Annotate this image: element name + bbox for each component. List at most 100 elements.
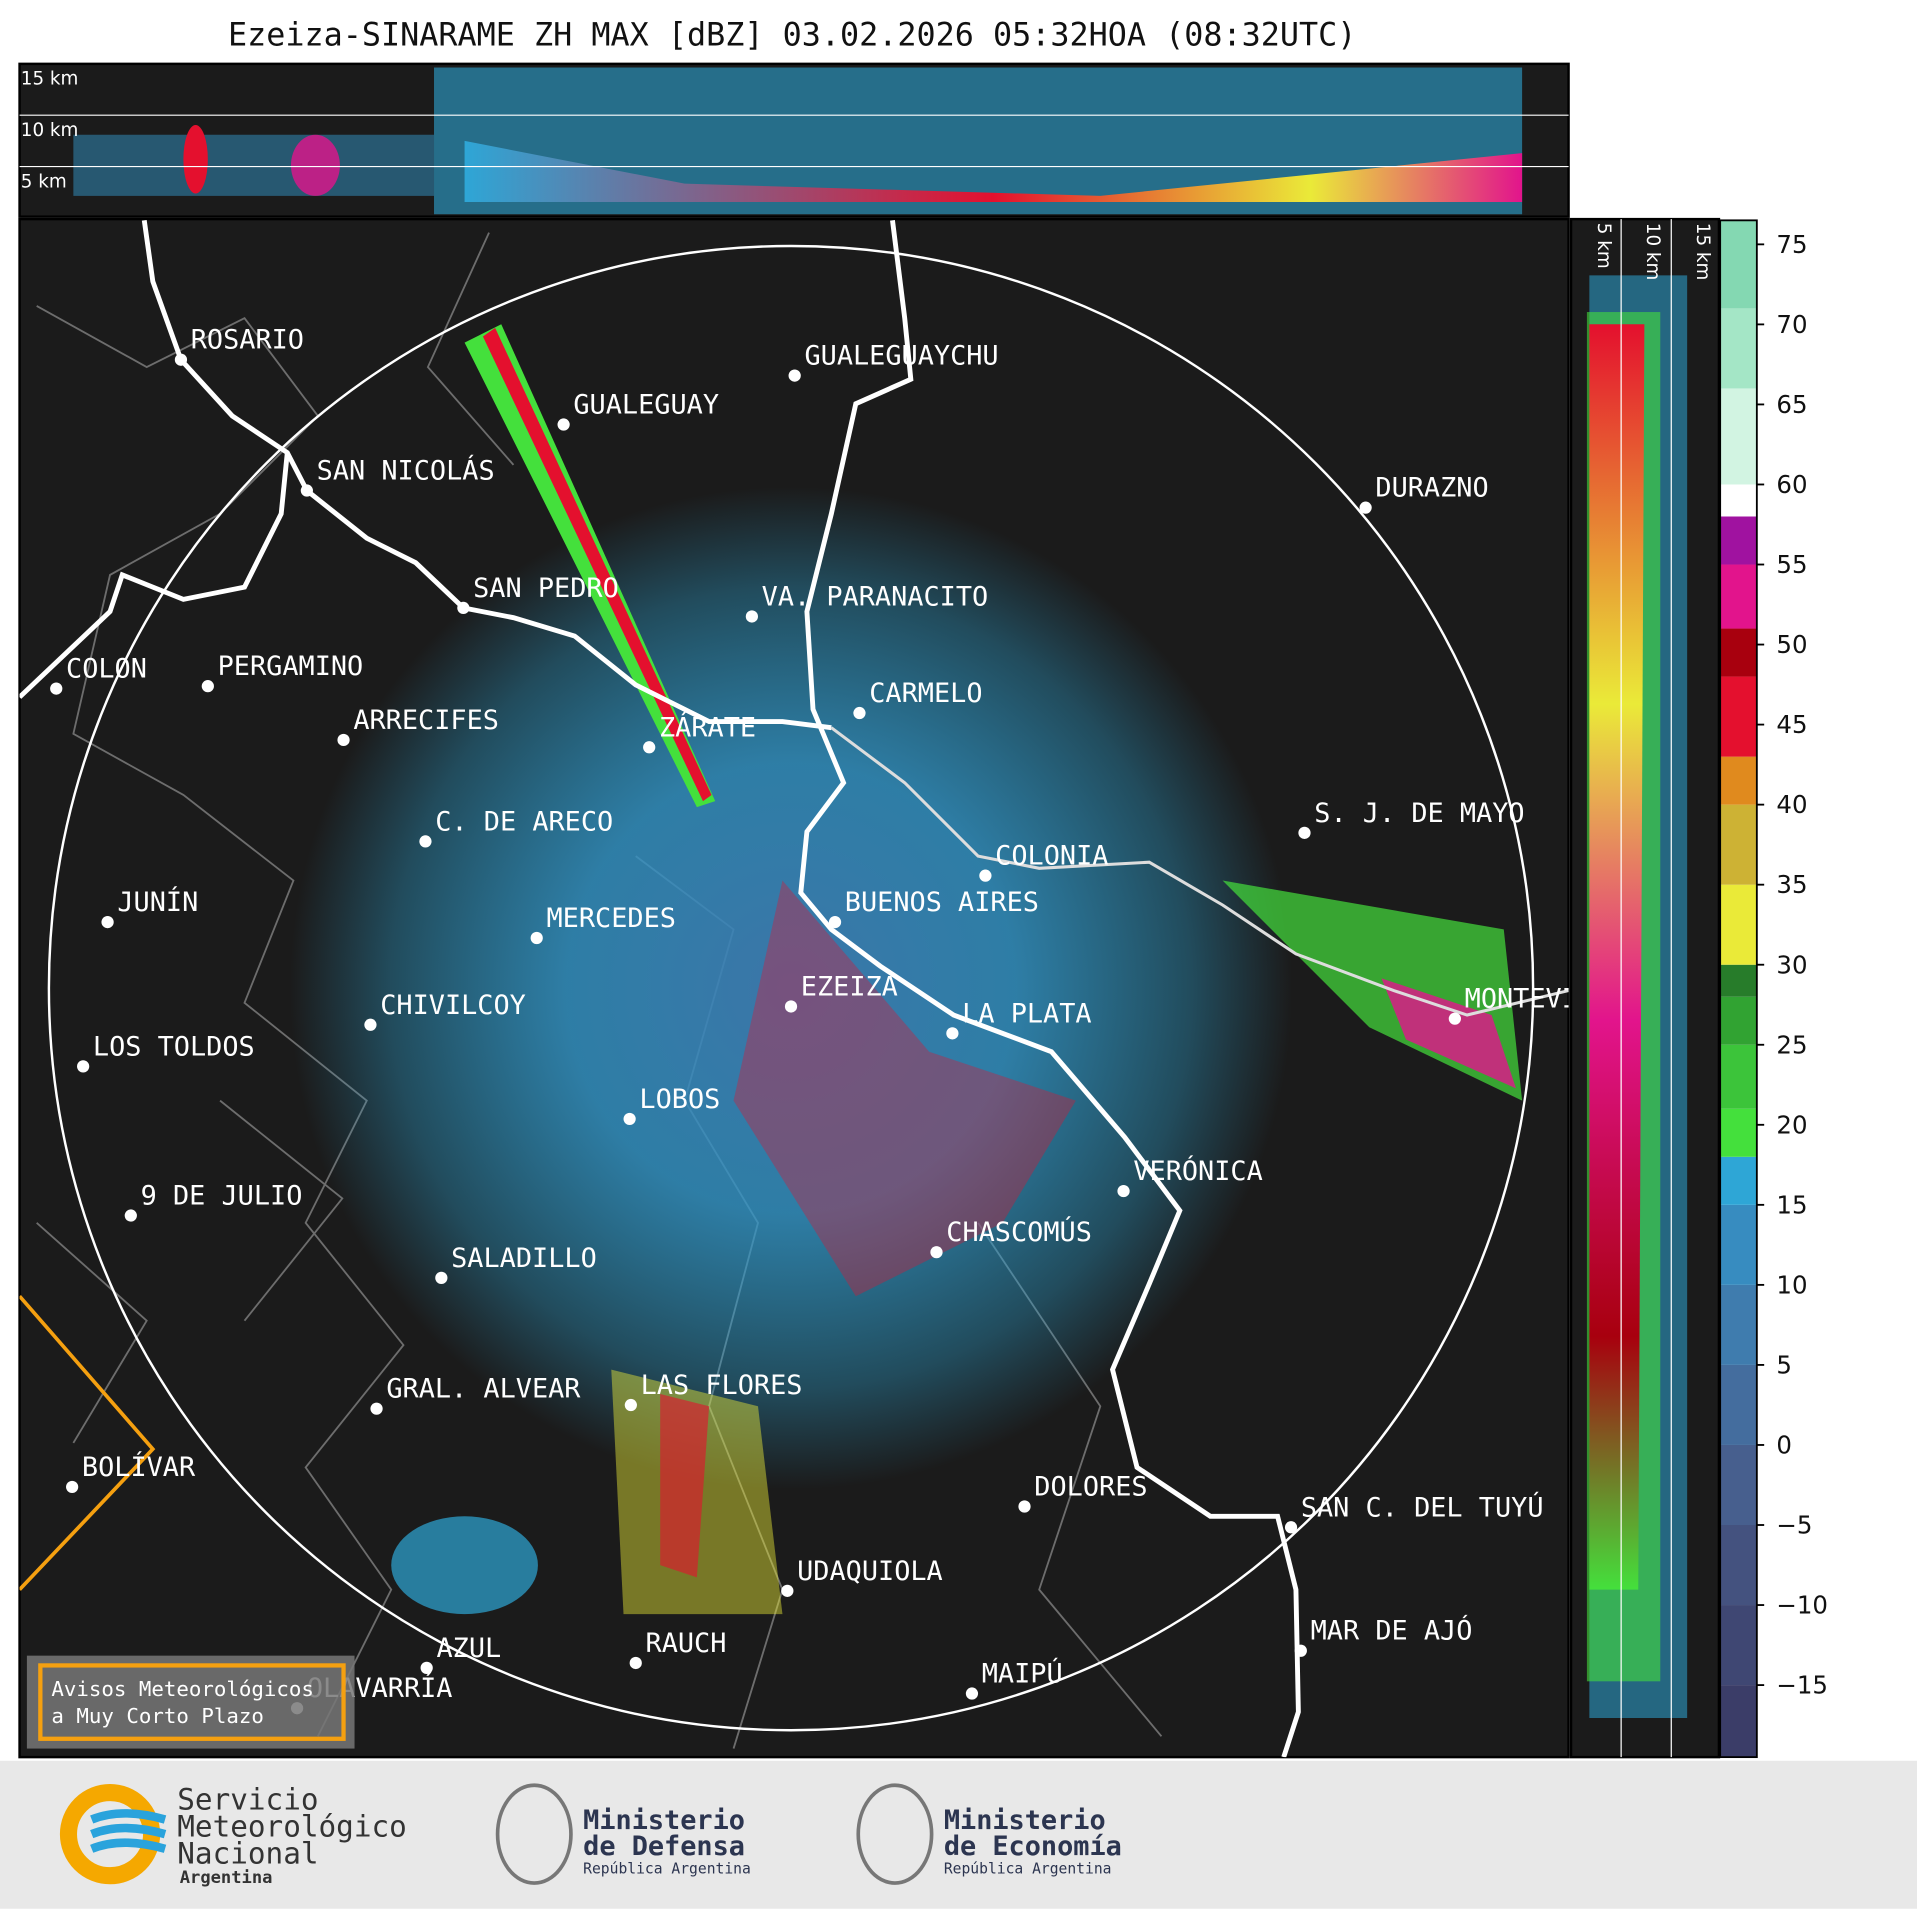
colorbar-band xyxy=(1720,564,1757,629)
colorbar-tick-label: 60 xyxy=(1776,470,1807,499)
city-dot xyxy=(50,682,63,695)
colorbar-band xyxy=(1720,1044,1757,1109)
map-layer: ROSARIO GUALEGUAYCHU GUALEGUAY SAN NICOLÁS D… xyxy=(19,220,1569,1758)
top-panel-echoes xyxy=(73,67,1523,215)
city-dot xyxy=(1448,1012,1461,1025)
colorbar-band xyxy=(1720,1108,1757,1157)
city-label: LOS TOLDOS xyxy=(93,1031,255,1062)
colorbar-frame xyxy=(1719,219,1758,1759)
colorbar-tick-label: 50 xyxy=(1776,630,1807,659)
city-dot xyxy=(624,1398,637,1412)
city-label: SAN NICOLÁS xyxy=(317,455,495,487)
city-dot xyxy=(781,1584,794,1597)
warning-area xyxy=(19,1295,156,1591)
colorbar-tick-label: 25 xyxy=(1776,1030,1807,1059)
city-dot xyxy=(643,741,656,754)
city-dot xyxy=(174,353,188,366)
city-label: GUALEGUAY xyxy=(573,390,719,421)
city-label: DOLORES xyxy=(1034,1471,1147,1502)
colorbar-band xyxy=(1720,388,1757,485)
city-label: ARRECIFES xyxy=(353,705,499,736)
city-label: SAN C. DEL TUYÚ xyxy=(1301,1491,1544,1523)
logo-mark xyxy=(495,1783,573,1885)
colorbar-tick-label: 40 xyxy=(1776,790,1807,819)
echo xyxy=(1589,324,1645,1590)
colorbar-tick-label: 75 xyxy=(1776,230,1807,259)
city-dot xyxy=(853,706,866,720)
colorbar-tick-label: 30 xyxy=(1776,950,1807,979)
colorbar-tick-label: 35 xyxy=(1776,870,1807,899)
city-dot xyxy=(1117,1184,1130,1198)
city-dot xyxy=(77,1060,90,1073)
logo-smn: Servicio Meteorológico Nacional Argentin… xyxy=(59,1783,407,1888)
city-dot xyxy=(337,733,350,747)
city-dot xyxy=(530,931,543,945)
colorbar-band xyxy=(1720,1525,1757,1606)
colorbar-tick-label: −5 xyxy=(1776,1511,1812,1540)
legend-box[interactable] xyxy=(38,1663,346,1741)
city-label: EZEIZA xyxy=(801,971,898,1002)
city-label: RAUCH xyxy=(646,1628,727,1659)
colorbar-band xyxy=(1720,1444,1757,1526)
height-label: 15 km xyxy=(21,69,79,90)
logo-text: República Argentina xyxy=(583,1860,751,1877)
title: Ezeiza-SINARAME ZH MAX [dBZ] 03.02.2026 … xyxy=(228,18,1356,54)
legend-text: Avisos Meteorológicos xyxy=(51,1677,314,1701)
range-ring xyxy=(47,244,1535,1732)
city-label: VERÓNICA xyxy=(1133,1155,1262,1187)
city-label: BOLÍVAR xyxy=(82,1451,196,1483)
city-label: CHIVILCOY xyxy=(380,990,526,1021)
city-dot xyxy=(557,418,570,431)
echo xyxy=(464,140,1523,203)
city-label: 9 DE JULIO xyxy=(141,1181,303,1212)
city-dot xyxy=(745,610,758,623)
city-label: S. J. DE MAYO xyxy=(1314,798,1524,829)
echo-area xyxy=(289,486,1293,1490)
colorbar-tick-label: −15 xyxy=(1776,1671,1828,1700)
colorbar-band xyxy=(1720,884,1757,965)
colorbar-tick-label: −10 xyxy=(1776,1591,1828,1620)
height-label: 15 km xyxy=(1692,223,1713,281)
city-label: ROSARIO xyxy=(191,325,304,356)
city-label: SAN PEDRO xyxy=(473,573,619,604)
city-dot xyxy=(930,1246,943,1259)
city-layer: ROSARIO GUALEGUAYCHU GUALEGUAY SAN NICOLÁS D… xyxy=(50,325,1569,1715)
city-label: AZUL xyxy=(436,1633,501,1664)
logo-mark xyxy=(856,1783,934,1885)
height-label: 10 km xyxy=(21,120,79,141)
colorbar-band xyxy=(1720,964,1757,997)
legend-box-bg xyxy=(26,1655,355,1749)
city-dot xyxy=(300,484,313,497)
city-dot xyxy=(419,835,432,848)
echo-area xyxy=(391,1516,538,1615)
echo-streak xyxy=(482,327,712,802)
city-label: UDAQUIOLA xyxy=(797,1556,943,1587)
colorbar-tick-label: 10 xyxy=(1776,1270,1807,1299)
colorbar-band xyxy=(1720,1605,1757,1686)
height-label: 5 km xyxy=(1593,223,1614,269)
logo-text: de Economía xyxy=(944,1831,1122,1862)
logo-defensa: Ministerio de Defensa República Argentin… xyxy=(495,1783,751,1885)
city-label: MERCEDES xyxy=(546,903,675,934)
city-label: LOBOS xyxy=(639,1084,720,1115)
city-dot xyxy=(364,1018,377,1031)
city-label: CARMELO xyxy=(869,678,982,709)
city-label: ZÁRATE xyxy=(659,711,756,743)
colorbar-tick-label: 65 xyxy=(1776,390,1807,419)
logo-text: Servicio xyxy=(177,1783,318,1817)
city-label: DURAZNO xyxy=(1375,473,1488,504)
city-dot xyxy=(788,369,801,382)
city-label: SALADILLO xyxy=(451,1243,597,1274)
city-label: COLON xyxy=(66,654,147,685)
city-dot xyxy=(435,1271,448,1284)
colorbar-tick-label: 70 xyxy=(1776,310,1807,339)
logo-text: Meteorológico xyxy=(177,1810,407,1844)
logo-text: Nacional xyxy=(177,1836,318,1870)
city-label: BUENOS AIRES xyxy=(845,887,1039,918)
rivers xyxy=(19,220,832,731)
city-label: VA. PARANACITO xyxy=(762,581,989,612)
city-dot xyxy=(784,1000,798,1013)
city-label: LA PLATA xyxy=(962,998,1091,1029)
city-dot xyxy=(623,1112,636,1126)
colorbar-tick-label: 15 xyxy=(1776,1190,1807,1219)
